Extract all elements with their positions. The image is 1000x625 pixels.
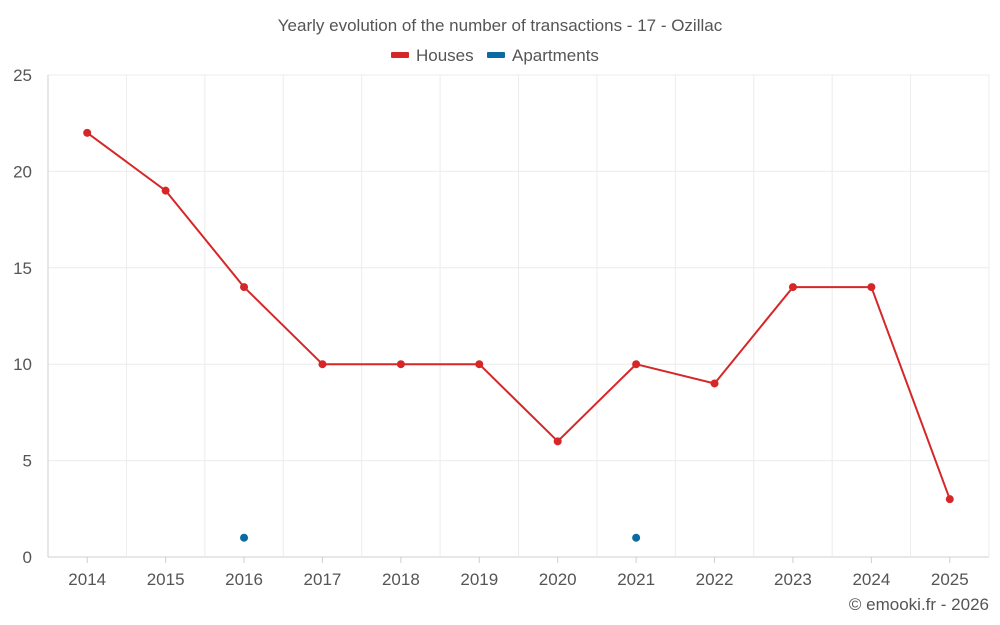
legend-swatch-apartments (487, 52, 505, 58)
x-tick-label: 2020 (539, 570, 577, 589)
gridlines (47, 74, 990, 558)
y-tick-label: 15 (13, 259, 32, 278)
data-point-houses[interactable] (945, 495, 954, 504)
legend-swatch-houses (391, 52, 409, 58)
data-point-houses[interactable] (240, 283, 249, 292)
y-tick-label: 5 (23, 452, 32, 471)
data-point-houses[interactable] (553, 437, 562, 446)
data-point-houses[interactable] (632, 360, 641, 369)
y-tick-label: 20 (13, 162, 32, 181)
x-axis-ticks: 2014 2015 2016 2017 2018 2019 2020 2021 2022 2023… (68, 557, 969, 589)
x-tick-label: 2022 (696, 570, 734, 589)
x-tick-label: 2024 (852, 570, 890, 589)
legend: Houses Apartments (391, 46, 599, 65)
data-point-houses[interactable] (396, 360, 405, 369)
x-tick-label: 2018 (382, 570, 420, 589)
data-point-houses[interactable] (83, 128, 92, 137)
data-point-apartments[interactable] (632, 533, 641, 542)
credit-text: © emooki.fr - 2026 (849, 595, 989, 614)
y-tick-label: 25 (13, 66, 32, 85)
x-tick-label: 2021 (617, 570, 655, 589)
data-point-houses[interactable] (867, 283, 876, 292)
y-tick-label: 10 (13, 355, 32, 374)
x-tick-label: 2016 (225, 570, 263, 589)
y-axis-ticks: 0 5 10 15 20 25 (13, 66, 32, 567)
x-tick-label: 2014 (68, 570, 106, 589)
x-tick-label: 2017 (304, 570, 342, 589)
data-point-houses[interactable] (318, 360, 327, 369)
chart-title: Yearly evolution of the number of transa… (278, 16, 723, 35)
series-line-houses (86, 132, 951, 500)
x-tick-label: 2019 (460, 570, 498, 589)
legend-label-apartments: Apartments (512, 46, 599, 65)
x-tick-label: 2025 (931, 570, 969, 589)
data-point-houses[interactable] (475, 360, 484, 369)
x-tick-label: 2023 (774, 570, 812, 589)
legend-item-houses[interactable]: Houses (391, 46, 474, 65)
series-apartments (240, 533, 641, 542)
data-point-houses[interactable] (788, 283, 797, 292)
legend-label-houses: Houses (416, 46, 474, 65)
series-houses (83, 128, 954, 504)
legend-item-apartments[interactable]: Apartments (487, 46, 599, 65)
x-tick-label: 2015 (147, 570, 185, 589)
data-point-houses[interactable] (161, 186, 170, 195)
data-point-houses[interactable] (710, 379, 719, 388)
data-point-apartments[interactable] (240, 533, 249, 542)
data-series (83, 128, 954, 542)
y-tick-label: 0 (23, 548, 32, 567)
